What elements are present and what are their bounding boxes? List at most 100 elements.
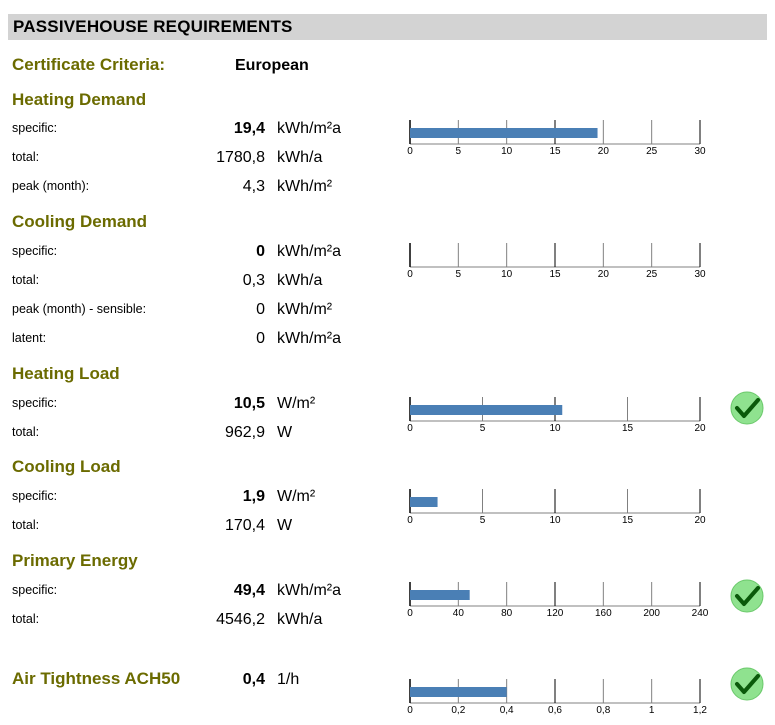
chart-tick-label: 30 (694, 269, 706, 280)
chart-tick-label: 1,2 (693, 705, 707, 716)
primary-energy-row-value: 49,4 (233, 582, 265, 599)
check-icon (730, 391, 764, 425)
heating-load-row-value: 962,9 (224, 424, 265, 441)
certificate-value: European (235, 57, 309, 74)
air-tightness-ach50-row-value: 0,4 (242, 671, 265, 688)
heating-demand-row-value: 1780,8 (216, 149, 265, 166)
certificate-label: Certificate Criteria: (12, 55, 166, 74)
cooling-load-row-unit: W/m² (277, 488, 316, 505)
cooling-demand-row-unit: kWh/m²a (277, 330, 341, 347)
cooling-demand-row-label: latent: (12, 331, 47, 345)
cooling-load-row-label: specific: (12, 489, 58, 503)
heating-demand-row-unit: kWh/m² (277, 178, 333, 195)
chart-tick-label: 15 (622, 423, 634, 434)
heating-demand-chart: 0 5 10 15 20 25 30 (407, 120, 706, 157)
chart-tick-label: 0,8 (596, 705, 610, 716)
cooling-load-row-value: 1,9 (242, 488, 265, 505)
heating-load-row-label: total: (12, 425, 40, 439)
primary-energy-row-label: specific: (12, 583, 58, 597)
chart-tick-label: 10 (501, 146, 513, 157)
heating-load-row-unit: W/m² (277, 395, 316, 412)
chart-tick-label: 5 (480, 515, 486, 526)
chart-tick-label: 0 (407, 608, 413, 619)
heating-demand-title: Heating Demand (12, 90, 147, 109)
chart-bar (410, 497, 438, 507)
heating-demand-row-value: 4,3 (242, 178, 265, 195)
cooling-demand-title: Cooling Demand (12, 212, 148, 231)
cooling-load-row-value: 170,4 (224, 517, 265, 534)
chart-tick-label: 20 (694, 423, 706, 434)
cooling-demand-row-value: 0 (256, 330, 265, 347)
heating-load-row-unit: W (277, 424, 293, 441)
chart-tick-label: 0 (407, 146, 413, 157)
chart-tick-label: 160 (595, 608, 612, 619)
chart-tick-label: 5 (456, 269, 462, 280)
cooling-load-title: Cooling Load (12, 457, 121, 476)
air-tightness-ach50-row-unit: 1/h (277, 671, 300, 688)
chart-tick-label: 0 (407, 423, 413, 434)
chart-tick-label: 240 (692, 608, 709, 619)
primary-energy-row-unit: kWh/a (277, 611, 323, 628)
heating-demand-row-label: peak (month): (12, 179, 90, 193)
cooling-demand-row-label: total: (12, 273, 40, 287)
chart-tick-label: 0,2 (451, 705, 465, 716)
cooling-load-row-unit: W (277, 517, 293, 534)
chart-tick-label: 0,4 (500, 705, 514, 716)
cooling-demand-row-value: 0 (256, 301, 265, 318)
primary-energy-chart: 0 40 80 120 160 200 240 (407, 582, 709, 619)
chart-tick-label: 120 (547, 608, 564, 619)
chart-tick-label: 20 (694, 515, 706, 526)
chart-tick-label: 10 (549, 515, 561, 526)
primary-energy-title: Primary Energy (12, 551, 138, 570)
heating-demand-row-value: 19,4 (233, 120, 265, 137)
cooling-load-chart: 0 5 10 15 20 (407, 489, 706, 526)
primary-energy-row-unit: kWh/m²a (277, 582, 341, 599)
chart-tick-label: 5 (480, 423, 486, 434)
heating-demand-row-label: total: (12, 150, 40, 164)
chart-tick-label: 0 (407, 515, 413, 526)
check-icon (730, 579, 764, 613)
chart-tick-label: 0,6 (548, 705, 562, 716)
primary-energy-row-label: total: (12, 612, 40, 626)
heating-load-row-value: 10,5 (233, 395, 265, 412)
chart-tick-label: 40 (453, 608, 465, 619)
heating-demand-row-unit: kWh/m²a (277, 120, 341, 137)
cooling-demand-row-unit: kWh/m² (277, 301, 333, 318)
chart-tick-label: 25 (646, 269, 658, 280)
chart-bar (410, 687, 507, 697)
cooling-demand-row-value: 0 (256, 243, 265, 260)
chart-tick-label: 15 (549, 146, 561, 157)
heating-demand-row-unit: kWh/a (277, 149, 323, 166)
heating-demand-row-label: specific: (12, 121, 58, 135)
chart-tick-label: 0 (407, 705, 413, 716)
chart-tick-label: 20 (598, 269, 610, 280)
chart-tick-label: 80 (501, 608, 513, 619)
chart-tick-label: 10 (501, 269, 513, 280)
cooling-demand-row-label: peak (month) - sensible: (12, 302, 147, 316)
cooling-demand-chart: 0 5 10 15 20 25 30 (407, 243, 706, 280)
page-title: PASSIVEHOUSE REQUIREMENTS (8, 14, 767, 40)
chart-tick-label: 200 (643, 608, 660, 619)
chart-tick-label: 1 (649, 705, 655, 716)
chart-tick-label: 10 (549, 423, 561, 434)
chart-tick-label: 5 (456, 146, 462, 157)
heating-load-chart: 0 5 10 15 20 (407, 397, 706, 434)
air-tightness-ach50-title: Air Tightness ACH50 (12, 669, 181, 688)
chart-tick-label: 0 (407, 269, 413, 280)
cooling-demand-row-label: specific: (12, 244, 58, 258)
chart-bar (410, 590, 470, 600)
chart-tick-label: 15 (549, 269, 561, 280)
cooling-demand-row-value: 0,3 (242, 272, 265, 289)
chart-tick-label: 30 (694, 146, 706, 157)
chart-tick-label: 15 (622, 515, 634, 526)
chart-bar (410, 128, 598, 138)
heating-load-row-label: specific: (12, 396, 58, 410)
primary-energy-row-value: 4546,2 (216, 611, 265, 628)
cooling-demand-row-unit: kWh/a (277, 272, 323, 289)
chart-bar (410, 405, 563, 415)
cooling-load-row-label: total: (12, 518, 40, 532)
air-tightness-ach50-chart: 0 0,2 0,4 0,6 0,8 1 1,2 (407, 679, 707, 716)
check-icon (730, 667, 764, 701)
cooling-demand-row-unit: kWh/m²a (277, 243, 341, 260)
chart-tick-label: 20 (598, 146, 610, 157)
